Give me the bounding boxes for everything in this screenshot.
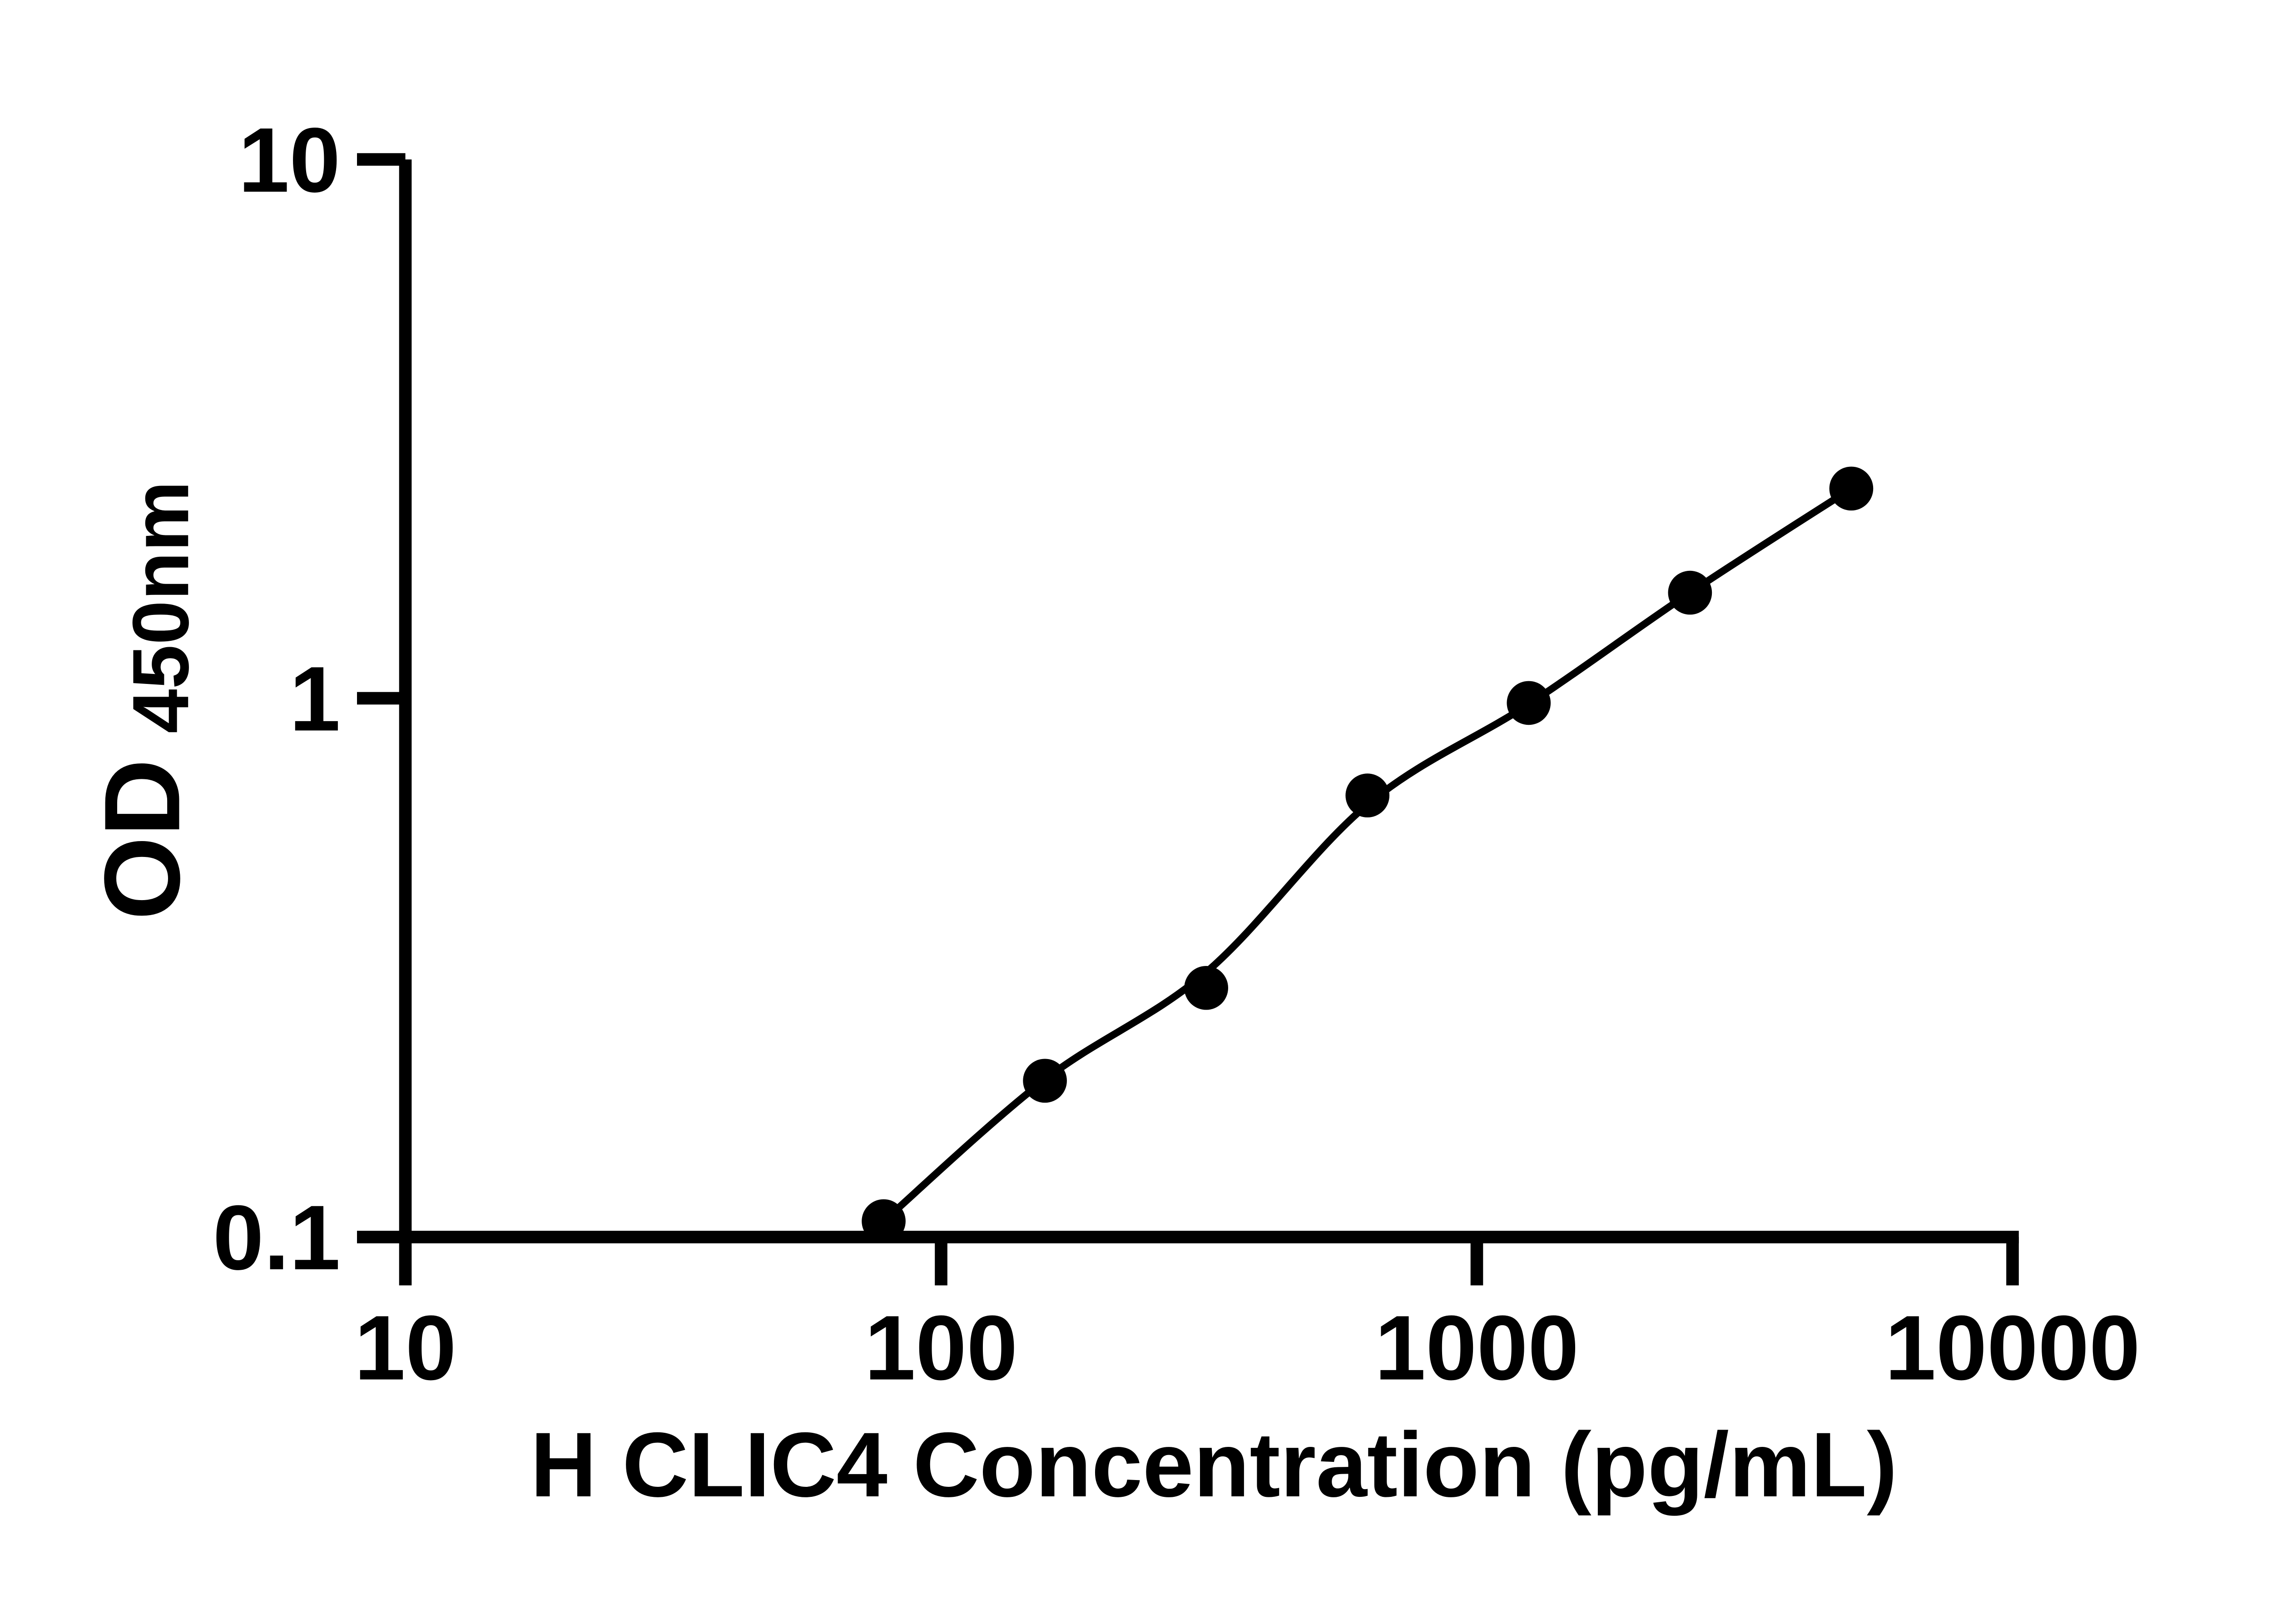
y-tick-label: 0.1 <box>213 1186 340 1289</box>
x-tick-label: 100 <box>864 1297 1017 1399</box>
y-axis-title-subscript: 450nm <box>116 481 205 733</box>
y-tick-label: 10 <box>238 109 341 211</box>
y-tick-label: 1 <box>289 648 340 750</box>
plot-axes <box>357 153 2019 1286</box>
x-tick-label: 1000 <box>1375 1297 1579 1399</box>
x-axis-title: H CLIC4 Concentration (pg/mL) <box>531 1413 1898 1516</box>
x-tick-label: 10000 <box>1885 1297 2140 1399</box>
data-points <box>862 466 1874 1243</box>
axis-spine <box>399 159 2019 1243</box>
x-tick-label: 10 <box>354 1297 456 1399</box>
data-point <box>1023 1059 1067 1103</box>
y-axis-title: OD 450nm <box>82 481 205 920</box>
data-point <box>1829 466 1874 511</box>
data-point <box>862 1199 906 1243</box>
data-point <box>1507 681 1551 725</box>
data-point <box>1184 965 1228 1010</box>
data-point <box>1345 773 1390 817</box>
data-point <box>1668 570 1712 615</box>
y-axis-title-main: OD <box>82 759 202 920</box>
